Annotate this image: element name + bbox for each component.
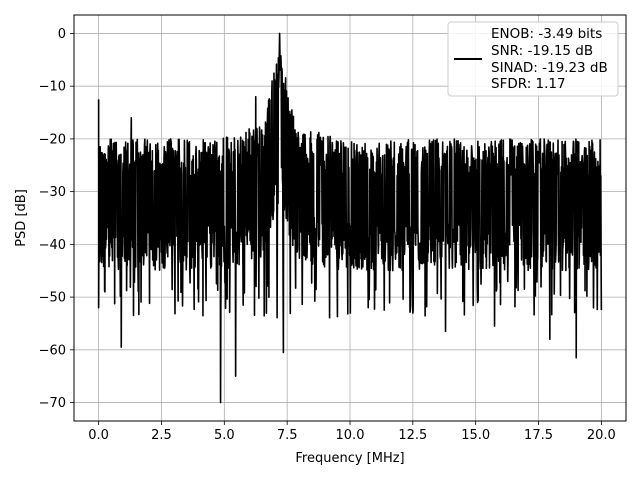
legend-entry: SINAD: -19.23 dB [491, 60, 608, 76]
x-tick-label: 0.0 [88, 428, 109, 443]
y-tick-label: −10 [39, 80, 66, 95]
x-axis-label: Frequency [MHz] [295, 451, 404, 466]
x-tick-label: 5.0 [214, 428, 235, 443]
x-tick-label: 15.0 [461, 428, 490, 443]
x-tick-label: 20.0 [587, 428, 616, 443]
x-tick-label: 12.5 [398, 428, 427, 443]
y-tick-label: −30 [39, 185, 66, 200]
legend-entry: SFDR: 1.17 [491, 76, 566, 92]
y-tick-label: −40 [39, 238, 66, 253]
legend-entry: ENOB: -3.49 bits [491, 26, 602, 42]
legend: ENOB: -3.49 bits SNR: -19.15 dB SINAD: -… [448, 22, 618, 96]
x-tick-label: 2.5 [151, 428, 172, 443]
y-axis-label: PSD [dB] [14, 189, 29, 247]
x-tick-label: 7.5 [277, 428, 298, 443]
x-tick-label: 17.5 [524, 428, 553, 443]
x-tick-label: 10.0 [336, 428, 365, 443]
y-tick-label: −20 [39, 132, 66, 147]
y-tick-label: 0 [58, 27, 66, 42]
y-tick-label: −70 [39, 396, 66, 411]
legend-entry: SNR: -19.15 dB [491, 43, 593, 59]
y-tick-label: −50 [39, 291, 66, 306]
y-tick-label: −60 [39, 343, 66, 358]
